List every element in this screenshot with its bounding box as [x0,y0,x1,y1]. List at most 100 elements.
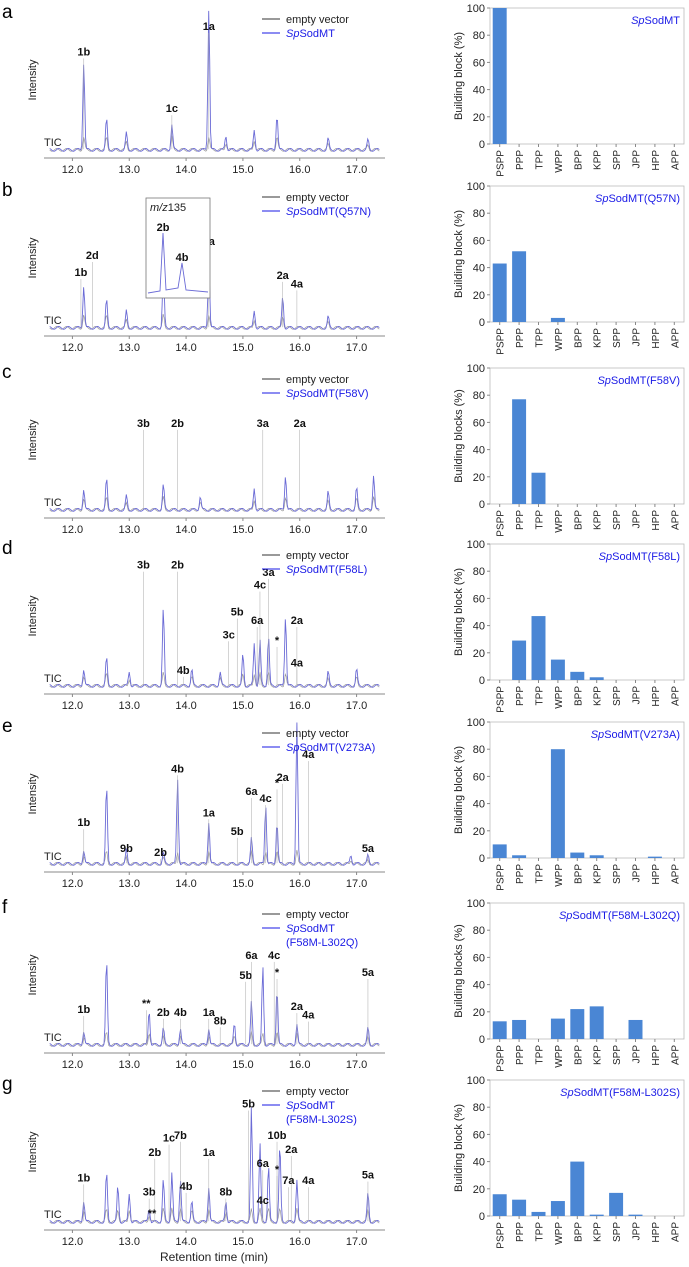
empty-vector-trace [49,849,380,866]
bar-category-label: WPP [554,510,565,533]
peak-label: 8b [214,1015,227,1027]
bar-category-label: HPP [651,510,662,531]
legend-sample-prefix: Sp [286,1100,299,1112]
bar-ylabel: Building block (%) [453,210,465,298]
gc-x-tick-label: 14.0 [175,700,196,712]
peak-label: 4a [302,1175,315,1187]
gc-ylabel: Intensity [27,1131,39,1172]
gc-x-tick-label: 15.0 [232,164,253,176]
gc-x-tick-label: 13.0 [119,1059,140,1071]
legend-empty-vector: empty vector [286,1086,349,1098]
bar-y-tick-label: 100 [467,717,485,729]
bar-y-tick-label: 20 [473,290,485,302]
bar-y-tick-label: 40 [473,1157,485,1169]
gc-x-tick-label: 12.0 [62,524,83,536]
gc-x-tick-label: 17.0 [346,1236,367,1248]
bar-bpp [570,1161,585,1216]
inset-peak-label: 4b [176,252,189,264]
bar-title-name: SodMT(F58M-L302Q) [572,910,680,922]
panel-letter: c [2,362,12,383]
peak-label: 8b [219,1187,232,1199]
bar-kpp [589,855,604,858]
peak-label: 2a [291,1001,304,1013]
legend-empty-vector: empty vector [286,728,349,740]
bar-y-tick-label: 40 [473,85,485,97]
gc-x-tick-label: 17.0 [346,700,367,712]
bar-category-label: PSPP [496,328,507,355]
gc-ylabel: Intensity [27,237,39,278]
bar-wpp [550,1201,565,1216]
bar-ppp [512,399,527,504]
bar-plot-frame [489,721,685,859]
bar-category-label: BPP [573,686,584,706]
legend-sample-label: SpSodMT(Q57N) [286,206,371,218]
peak-label: 6a [245,786,258,798]
gc-x-tick-label: 15.0 [232,342,253,354]
x-axis-title: Retention time (min) [160,1250,268,1264]
bar-y-tick-label: 60 [473,1129,485,1141]
peak-label: 4a [302,1010,315,1022]
gc-x-tick-label: 13.0 [119,164,140,176]
peak-label: 1a [203,807,216,819]
inset-peak-label: 2b [157,222,170,234]
bar-title: SpSodMT(Q57N) [595,193,680,205]
bar-category-label: KPP [593,510,604,530]
sample-trace [49,722,380,866]
sample-trace [49,266,380,330]
bar-category-label: PPP [515,510,526,530]
bar-title-prefix: Sp [595,193,608,205]
bar-title: SpSodMT(F58M-L302S) [560,1087,680,1099]
bar-category-label: HPP [651,328,662,349]
peak-label: 4c [254,580,266,592]
bar-wpp [550,749,565,858]
bar-category-label: SPP [612,150,623,170]
bar-title-name: SodMT [645,15,681,27]
bar-y-tick-label: 0 [479,499,485,511]
bar-y-tick-label: 0 [479,1034,485,1046]
bar-title-name: SodMT(F58V) [611,375,680,387]
gc-x-tick-label: 16.0 [289,878,310,890]
bar-plot-frame [489,902,685,1040]
bar-ppp [512,1019,527,1039]
bar-ylabel: Building blocks (%) [453,389,465,483]
gc-x-tick-label: 14.0 [175,1236,196,1248]
bar-category-label: JPP [632,686,643,705]
inset-trace [147,232,209,294]
gc-x-tick-label: 12.0 [62,1236,83,1248]
sample-trace [49,475,380,512]
legend-sample-label: SpSodMT(V273A) [286,742,375,754]
bar-category-label: HPP [651,1222,662,1243]
bar-y-tick-label: 40 [473,621,485,633]
panel-letter: g [2,1074,13,1095]
bar-plot-frame [489,367,685,505]
bar-y-tick-label: 40 [473,799,485,811]
bar-title-prefix: Sp [599,551,612,563]
peak-label: 4c [260,793,272,805]
gc-ylabel: Intensity [27,59,39,100]
peak-label: 1b [77,1172,90,1184]
peak-label: 6a [251,615,264,627]
bar-category-label: PSPP [496,150,507,177]
gc-x-tick-label: 12.0 [62,164,83,176]
peak-label: 1c [166,103,178,115]
bar-title-prefix: Sp [631,15,644,27]
gc-x-tick-label: 12.0 [62,1059,83,1071]
peak-label: 6a [257,1158,270,1170]
legend-sample-prefix: Sp [286,923,299,935]
bar-category-label: WPP [554,686,565,709]
gc-x-tick-label: 16.0 [289,524,310,536]
legend-sample-name: SodMT [299,28,335,40]
peak-label: 1b [77,817,90,829]
bar-pspp [492,844,507,858]
peak-label: 4b [171,763,184,775]
gc-ylabel: Intensity [27,954,39,995]
panel-letter: d [2,538,13,559]
bar-category-label: APP [670,1222,681,1242]
bar-category-label: PPP [515,1222,526,1242]
bar-tpp [531,472,546,504]
bar-plot-frame [489,1079,685,1217]
bar-y-tick-label: 0 [479,853,485,865]
bar-category-label: KPP [593,328,604,348]
legend-sample-prefix: Sp [286,206,299,218]
bar-category-label: APP [670,864,681,884]
